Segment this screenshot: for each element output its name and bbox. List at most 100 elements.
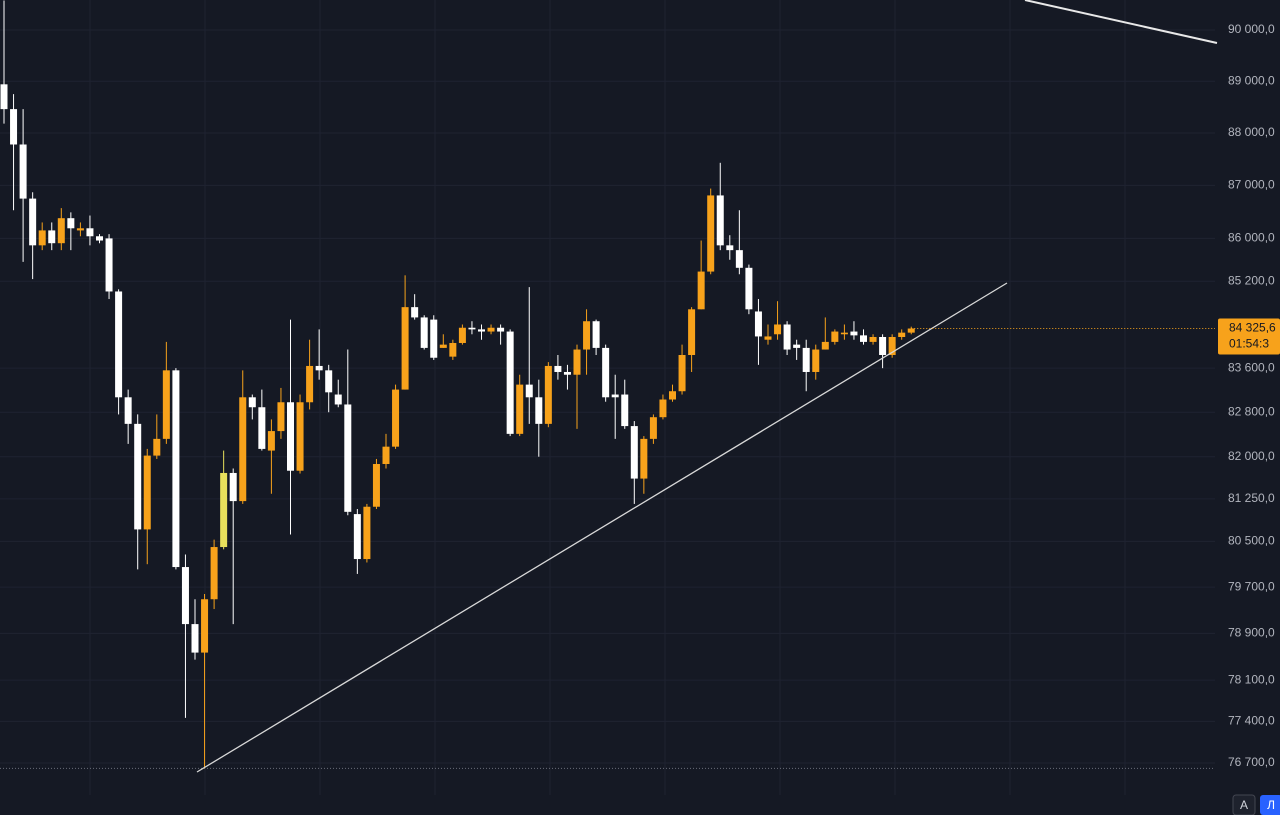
candle-body <box>315 365 323 371</box>
candle-body <box>630 426 638 479</box>
candle-body <box>287 402 294 471</box>
candle-body <box>96 236 103 241</box>
y-tick-label: 82 000,0 <box>1228 449 1275 463</box>
auto-scale-button[interactable] <box>1232 794 1256 815</box>
candle-body <box>525 384 533 398</box>
y-tick-label: 79 700,0 <box>1228 579 1275 593</box>
candle-body <box>860 335 867 342</box>
candle-body <box>48 230 56 244</box>
candle-body <box>363 506 371 560</box>
grid <box>0 0 1215 795</box>
y-tick-label: 83 600,0 <box>1228 360 1275 374</box>
y-tick-label: 86 000,0 <box>1228 231 1275 245</box>
candle-body <box>898 332 906 337</box>
y-tick-label: 80 500,0 <box>1228 534 1275 548</box>
button-label[interactable]: A <box>1240 798 1248 812</box>
candle-body <box>86 228 94 237</box>
candle-body <box>124 397 132 424</box>
candle-body <box>468 327 476 330</box>
countdown-label: 01:54:3 <box>1229 337 1269 351</box>
candle-body <box>745 267 753 310</box>
candle-body <box>353 514 361 560</box>
candle-body <box>812 349 820 372</box>
candle-body <box>869 336 877 342</box>
candle-body <box>907 328 915 333</box>
last-price-tag <box>1218 318 1280 355</box>
candle-body <box>134 423 142 530</box>
candle-body <box>277 402 285 432</box>
candle-body <box>162 370 170 439</box>
candle-body <box>420 317 428 348</box>
candle-body <box>793 344 801 348</box>
candle-body <box>29 198 37 246</box>
candle-body <box>411 307 419 318</box>
y-tick-label: 76 700,0 <box>1228 755 1275 769</box>
candle-body <box>583 321 591 350</box>
candle-body <box>774 324 782 335</box>
candle-body <box>201 599 209 653</box>
candle-body <box>602 347 610 398</box>
candle-body <box>430 319 438 358</box>
candle-body <box>0 84 8 110</box>
candle-body <box>497 327 505 332</box>
candle-body <box>544 365 552 424</box>
candle-body <box>716 195 724 246</box>
candle-body <box>506 331 514 434</box>
candle-body <box>850 331 858 336</box>
candle-body <box>306 365 314 403</box>
y-tick-label: 77 400,0 <box>1228 714 1275 728</box>
candle-body <box>726 245 734 251</box>
candle-body <box>57 218 65 244</box>
candle-body <box>659 399 667 418</box>
button-label[interactable]: Л <box>1267 798 1275 812</box>
trend-line[interactable] <box>1024 0 1218 44</box>
candle-body <box>153 438 161 456</box>
candle-body <box>487 327 495 332</box>
price-axis: 90 000,0 89 000,0 88 000,0 87 000,0 86 000,0… <box>911 22 1280 769</box>
candle-body <box>697 271 705 310</box>
candle-body <box>888 336 896 356</box>
candle-body <box>229 472 237 502</box>
candle-body <box>735 250 743 268</box>
candle-body <box>688 309 696 356</box>
candle-body <box>325 370 333 393</box>
candle-body <box>439 344 447 348</box>
candle-body <box>267 431 275 451</box>
candle-body <box>764 336 772 340</box>
y-tick-label: 82 800,0 <box>1228 404 1275 418</box>
candle-body <box>754 311 762 337</box>
y-tick-label: 90 000,0 <box>1228 22 1275 36</box>
candle-body <box>344 404 352 512</box>
candle-body <box>38 230 46 246</box>
candle-body <box>640 438 648 479</box>
candle-body <box>802 347 810 372</box>
y-tick-label: 78 100,0 <box>1228 672 1275 686</box>
candle-body <box>449 342 457 357</box>
candle-body <box>707 195 715 272</box>
y-tick-label: 89 000,0 <box>1228 73 1275 87</box>
candle-body <box>554 365 562 372</box>
candle-body <box>143 455 151 530</box>
candle-body <box>220 472 228 548</box>
candle-body <box>516 384 524 434</box>
trend-line[interactable] <box>196 282 1008 773</box>
y-tick-label: 81 250,0 <box>1228 491 1275 505</box>
candle-body <box>831 331 839 342</box>
candle-body <box>573 349 581 375</box>
candle-body <box>840 332 848 335</box>
candle-body <box>172 370 180 568</box>
candle-body <box>19 144 27 199</box>
candles <box>0 0 915 769</box>
candle-body <box>458 327 466 343</box>
y-tick-label: 85 200,0 <box>1228 273 1275 287</box>
candle-body <box>296 402 304 471</box>
candle-body <box>478 329 485 332</box>
log-scale-button[interactable] <box>1260 795 1280 815</box>
candle-body <box>563 371 571 375</box>
candle-body <box>105 238 113 292</box>
candle-body <box>678 355 686 392</box>
candle-body <box>401 307 409 390</box>
candle-body <box>181 567 189 625</box>
